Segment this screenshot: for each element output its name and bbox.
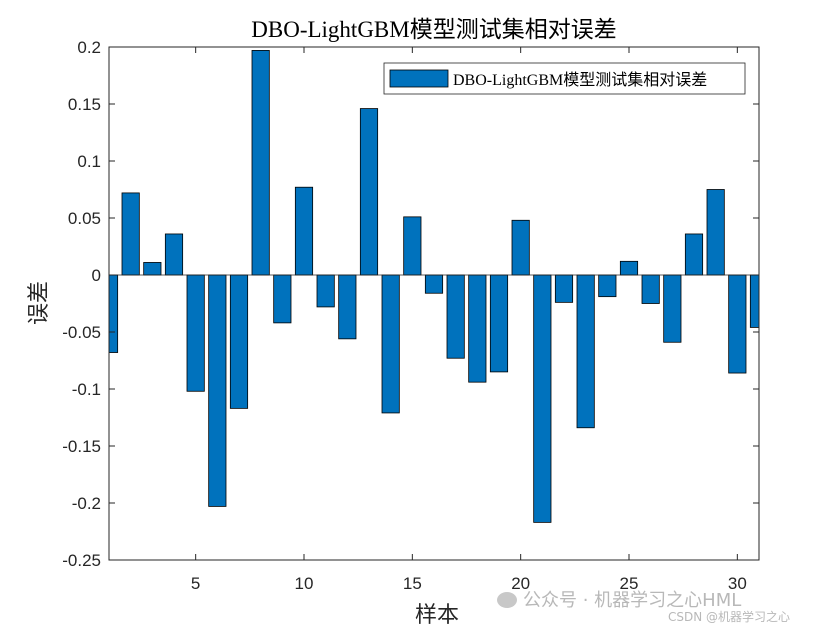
bar-sample-14: [381, 274, 400, 414]
x-tick-label: 30: [728, 574, 747, 593]
x-tick-label: 25: [620, 574, 639, 593]
bar-sample-19: [489, 274, 509, 373]
legend-label: DBO-LightGBM模型测试集相对误差: [453, 71, 707, 89]
y-tick-label: 0.15: [68, 95, 101, 114]
bar-sample-22: [554, 274, 574, 303]
bar-sample-20: [511, 219, 530, 276]
y-tick-label: -0.15: [62, 437, 101, 456]
y-tick-label: -0.05: [62, 323, 101, 342]
watermark-sub: CSDN @机器学习之心: [668, 610, 791, 624]
y-tick-label: 0.05: [68, 209, 101, 228]
legend: DBO-LightGBM模型测试集相对误差: [383, 62, 746, 95]
bar-sample-13: [359, 108, 379, 276]
y-axis-ticks: -0.25 -0.2 -0.15 -0.1 -0.05 0 0.05 0.1 0.15 0.2: [62, 38, 759, 570]
watermark-main-text: 公众号 · 机器学习之心HML: [523, 590, 742, 611]
bar-sample-4: [164, 233, 184, 276]
x-tick-label: 5: [191, 574, 200, 593]
bars-group: [109, 50, 759, 523]
bar-sample-27: [663, 274, 682, 343]
axes-box: [108, 46, 760, 561]
x-tick-label: 15: [403, 574, 422, 593]
bar-sample-6: [208, 274, 227, 507]
bar-sample-17: [446, 274, 465, 359]
y-tick-label: 0.2: [77, 38, 101, 57]
watermark-main: 公众号 · 机器学习之心HML: [497, 586, 741, 612]
bar-sample-7: [229, 274, 249, 409]
x-tick-label: 20: [511, 574, 530, 593]
bar-sample-3: [143, 262, 162, 276]
bar-sample-11: [316, 274, 335, 308]
bar-sample-28: [684, 233, 704, 276]
chart-title: DBO-LightGBM模型测试集相对误差: [251, 17, 616, 42]
bar-sample-9: [273, 274, 292, 324]
bar-sample-26: [641, 274, 660, 304]
bar-sample-18: [468, 274, 487, 383]
plot-area: [109, 47, 759, 560]
bar-sample-5: [186, 274, 205, 392]
bar-sample-21: [533, 274, 552, 523]
legend-swatch: [389, 69, 449, 88]
x-axis-label: 样本: [415, 602, 459, 627]
x-tick-label: 10: [295, 574, 314, 593]
bar-sample-2: [121, 192, 140, 276]
bar-sample-15: [403, 216, 422, 276]
bar-sample-30: [728, 274, 747, 374]
y-tick-label: -0.1: [72, 380, 101, 399]
bar-sample-1: [109, 274, 119, 353]
bar-sample-23: [576, 274, 595, 429]
bar-sample-29: [706, 189, 725, 276]
bar-sample-10: [294, 186, 314, 276]
y-tick-label: -0.25: [62, 551, 101, 570]
bar-sample-24: [598, 274, 617, 298]
bar-sample-12: [338, 274, 357, 340]
y-tick-label: -0.2: [72, 494, 101, 513]
x-axis-ticks: 5 10 15 20 25 30: [191, 47, 747, 593]
wechat-icon: [497, 592, 517, 608]
bar-sample-16: [424, 274, 444, 294]
bar-sample-25: [619, 260, 639, 276]
bar-sample-8: [251, 50, 270, 276]
y-axis-label: 误差: [26, 281, 51, 325]
y-tick-label: 0: [92, 266, 101, 285]
y-tick-label: 0.1: [77, 152, 101, 171]
